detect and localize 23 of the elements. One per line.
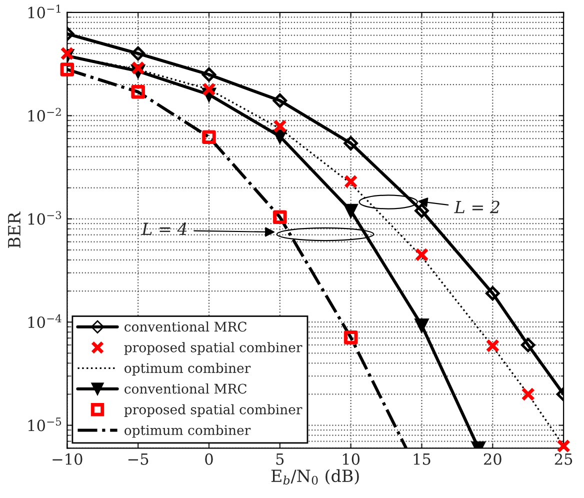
x-tick-label: −5	[128, 454, 148, 465]
y-tick-label: 10$^{−3}$	[28, 211, 62, 225]
x-tick-label: 15	[414, 453, 430, 465]
legend-label: proposed spatial combiner	[124, 342, 302, 355]
y-tick-label: 10$^{−1}$	[28, 4, 60, 18]
legend-label: conventional MRC	[124, 384, 246, 394]
legend-label: optimum combiner	[124, 424, 251, 438]
y-tick-label: 10$^{−4}$	[28, 314, 62, 328]
y-axis-title: BER	[8, 211, 20, 248]
legend-label: optimum combiner	[124, 362, 251, 376]
y-tick-label: 10$^{−5}$	[28, 418, 62, 432]
x-tick-label: 10	[342, 453, 360, 465]
x-tick-label: 20	[484, 453, 502, 465]
annotation: L = 2	[454, 200, 500, 214]
legend-label: proposed spatial combiner	[124, 404, 302, 417]
annotation: L = 4	[141, 222, 187, 235]
x-axis-title: E$_{b}$/N$_{0}$ (dB)	[271, 469, 359, 485]
x-tick-label: 25	[554, 453, 572, 465]
y-tick-label: 10$^{−2}$	[28, 108, 61, 122]
legend-label: conventional MRC	[124, 321, 246, 332]
x-tick-label: 5	[276, 454, 284, 465]
x-tick-label: −10	[52, 453, 82, 465]
x-tick-label: 0	[205, 453, 213, 465]
